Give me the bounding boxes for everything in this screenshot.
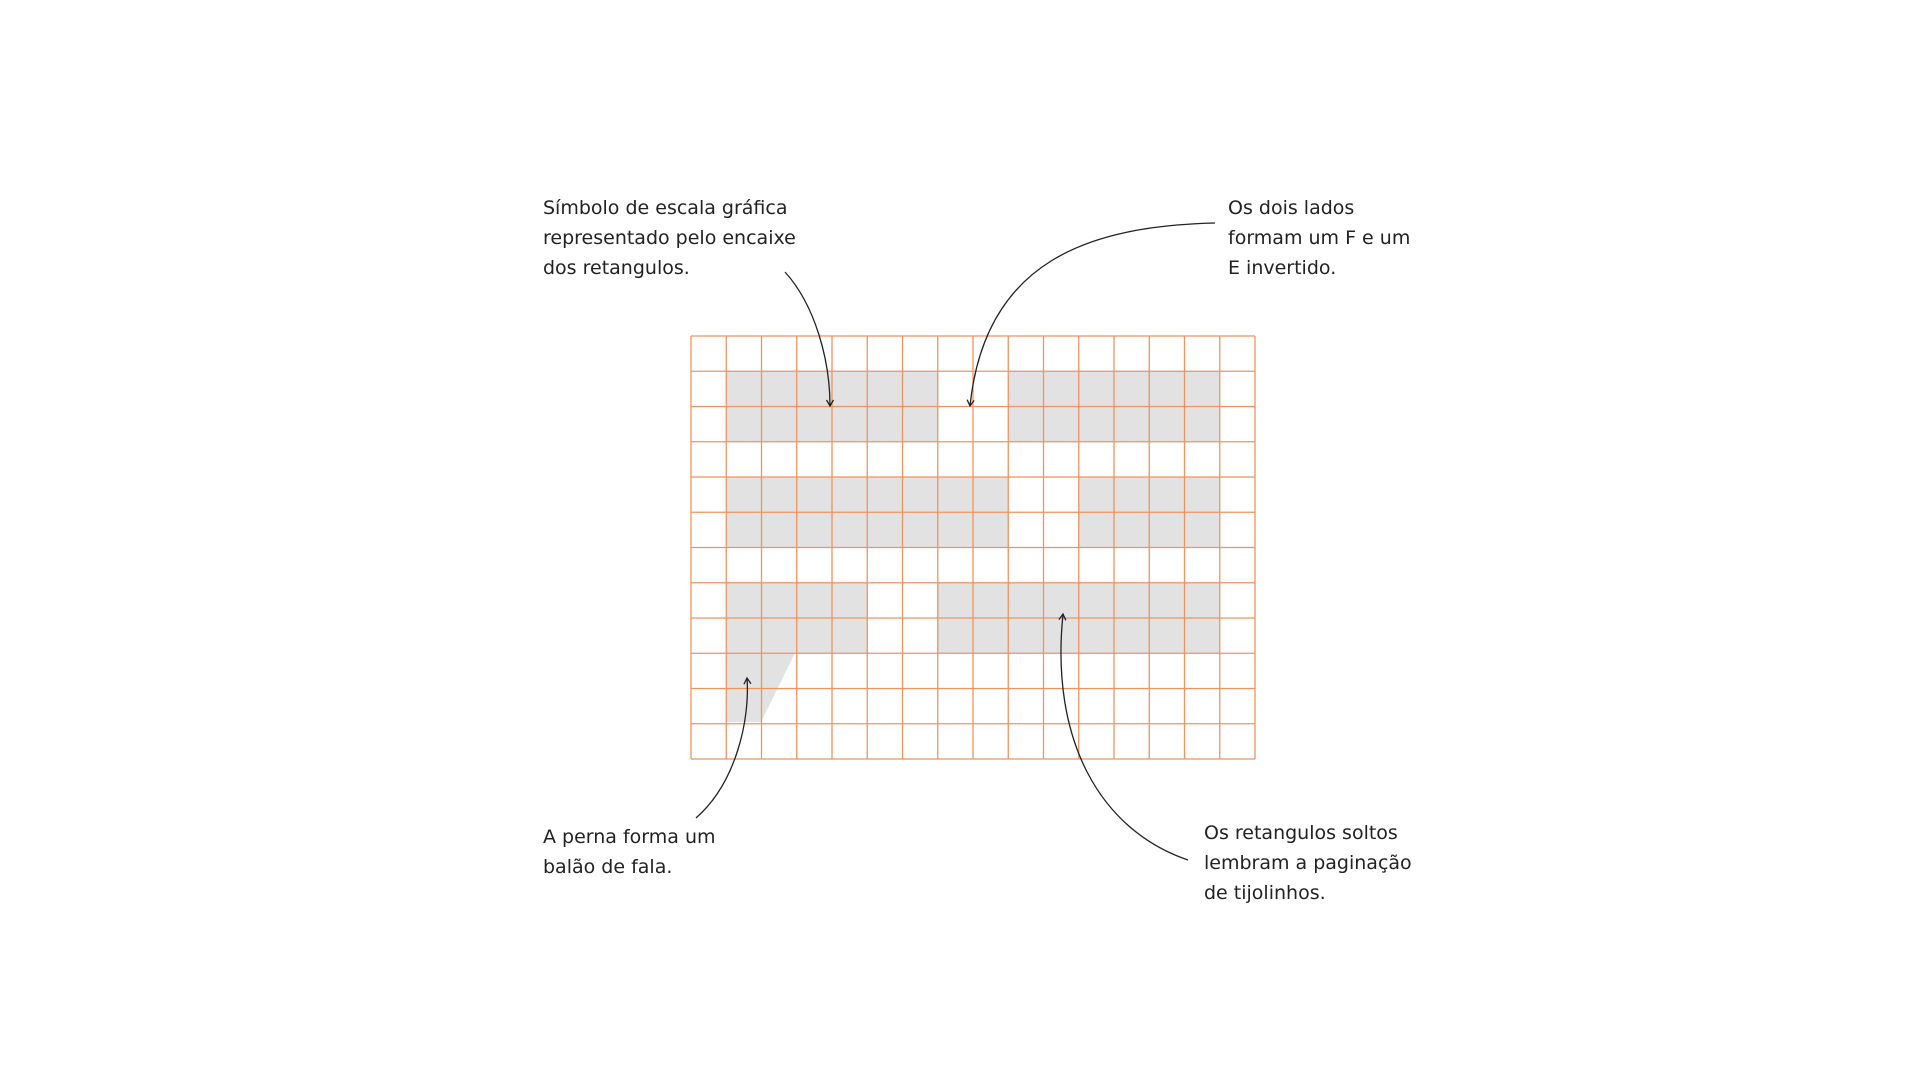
arrow-bottom-right: [1058, 612, 1189, 861]
annotation-line: Os retangulos soltos: [1204, 822, 1398, 844]
annotation-f-and-e: Os dois lados formam um F e um E inverti…: [1228, 193, 1410, 283]
annotation-line: representado pelo encaixe: [543, 227, 796, 249]
annotation-line: dos retangulos.: [543, 257, 690, 279]
annotation-line: E invertido.: [1228, 257, 1337, 279]
annotation-scale-symbol: Símbolo de escala gráfica representado p…: [543, 193, 796, 283]
annotation-speech-bubble: A perna forma um balão de fala.: [543, 822, 716, 882]
annotation-line: A perna forma um: [543, 826, 716, 848]
arrow-top-left: [784, 271, 835, 408]
annotation-bricks: Os retangulos soltos lembram a paginação…: [1204, 818, 1412, 908]
annotation-line: formam um F e um: [1228, 227, 1411, 249]
annotation-line: de tijolinhos.: [1204, 882, 1326, 904]
annotation-line: balão de fala.: [543, 856, 673, 878]
arrow-bottom-left: [695, 676, 752, 819]
annotation-line: Símbolo de escala gráfica: [543, 197, 788, 219]
annotation-line: lembram a paginação: [1204, 852, 1412, 874]
annotation-line: Os dois lados: [1228, 197, 1355, 219]
arrow-top-right: [966, 222, 1216, 408]
